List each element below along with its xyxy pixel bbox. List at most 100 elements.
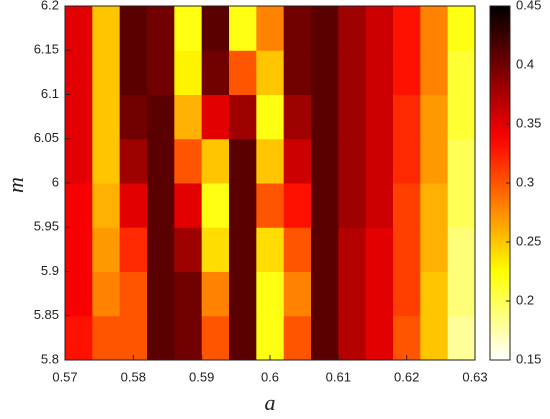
cell — [92, 183, 121, 228]
cell — [119, 183, 148, 228]
cell — [338, 138, 367, 184]
cell — [65, 183, 93, 228]
cell — [119, 6, 148, 51]
cell — [283, 271, 312, 317]
cell — [447, 183, 476, 228]
cell — [393, 50, 421, 95]
cell — [283, 138, 312, 184]
cell — [65, 271, 93, 317]
cell — [420, 50, 449, 95]
cell — [256, 227, 285, 272]
cell — [311, 6, 339, 51]
cell — [365, 94, 394, 140]
cell — [174, 183, 203, 228]
y-tick-label: 6.1 — [41, 86, 59, 101]
x-tick-label: 0.58 — [121, 369, 146, 384]
cell — [229, 6, 257, 51]
cell — [393, 94, 421, 140]
cell — [393, 138, 421, 184]
cell — [338, 50, 367, 95]
x-tick-label: 0.61 — [326, 369, 351, 384]
cell — [65, 138, 93, 184]
cell — [447, 315, 476, 361]
cell — [447, 227, 476, 272]
cell — [65, 315, 93, 361]
cell — [201, 183, 230, 228]
colorbar-tick-label: 0.35 — [516, 115, 541, 130]
cell — [365, 6, 394, 51]
cell — [256, 50, 285, 95]
cell — [311, 50, 339, 95]
cell — [256, 271, 285, 317]
cell — [147, 50, 175, 95]
cell — [119, 271, 148, 317]
cell — [365, 271, 394, 317]
cell — [283, 227, 312, 272]
cell — [311, 315, 339, 361]
cell — [229, 138, 257, 184]
colorbar-tick-label: 0.45 — [516, 0, 541, 12]
cell — [393, 315, 421, 361]
cell — [147, 183, 175, 228]
cell — [229, 94, 257, 140]
cell — [229, 50, 257, 95]
cell — [147, 315, 175, 361]
colorbar-tick-label: 0.25 — [516, 233, 541, 248]
y-axis-label: m — [3, 177, 28, 193]
cell — [201, 138, 230, 184]
y-tick-label: 6.2 — [41, 0, 59, 12]
x-tick-label: 0.59 — [189, 369, 214, 384]
cell — [256, 138, 285, 184]
cell — [365, 227, 394, 272]
cell — [92, 138, 121, 184]
cell — [283, 50, 312, 95]
cell — [201, 6, 230, 51]
cell — [147, 6, 175, 51]
cell — [119, 50, 148, 95]
cell — [174, 138, 203, 184]
y-tick-label: 5.9 — [41, 263, 59, 278]
cell — [420, 6, 449, 51]
cell — [92, 50, 121, 95]
cell — [174, 94, 203, 140]
cell — [420, 315, 449, 361]
cell — [338, 227, 367, 272]
cell — [229, 183, 257, 228]
cell — [147, 138, 175, 184]
cell — [92, 94, 121, 140]
colorbar-tick-label: 0.3 — [516, 174, 534, 189]
cell — [365, 50, 394, 95]
cell — [338, 94, 367, 140]
cell — [338, 183, 367, 228]
cell — [420, 183, 449, 228]
cell — [256, 94, 285, 140]
cell — [65, 6, 93, 51]
colorbar-tick-label: 0.4 — [516, 56, 534, 71]
x-tick-label: 0.6 — [261, 369, 279, 384]
cell — [420, 94, 449, 140]
cell — [365, 315, 394, 361]
colorbar-tick-label: 0.2 — [516, 292, 534, 307]
y-tick-label: 6 — [52, 174, 59, 189]
cell — [201, 227, 230, 272]
cell — [92, 315, 121, 361]
cell — [283, 6, 312, 51]
cell — [311, 271, 339, 317]
cell — [420, 138, 449, 184]
cell — [174, 6, 203, 51]
cell — [365, 183, 394, 228]
cell — [119, 227, 148, 272]
cell — [174, 271, 203, 317]
cell — [447, 94, 476, 140]
cell — [311, 94, 339, 140]
cell — [201, 50, 230, 95]
cell — [283, 315, 312, 361]
cell — [420, 227, 449, 272]
cell — [447, 271, 476, 317]
cell — [393, 6, 421, 51]
cell — [119, 94, 148, 140]
cell — [338, 315, 367, 361]
cell — [283, 94, 312, 140]
y-tick-label: 5.95 — [34, 219, 59, 234]
